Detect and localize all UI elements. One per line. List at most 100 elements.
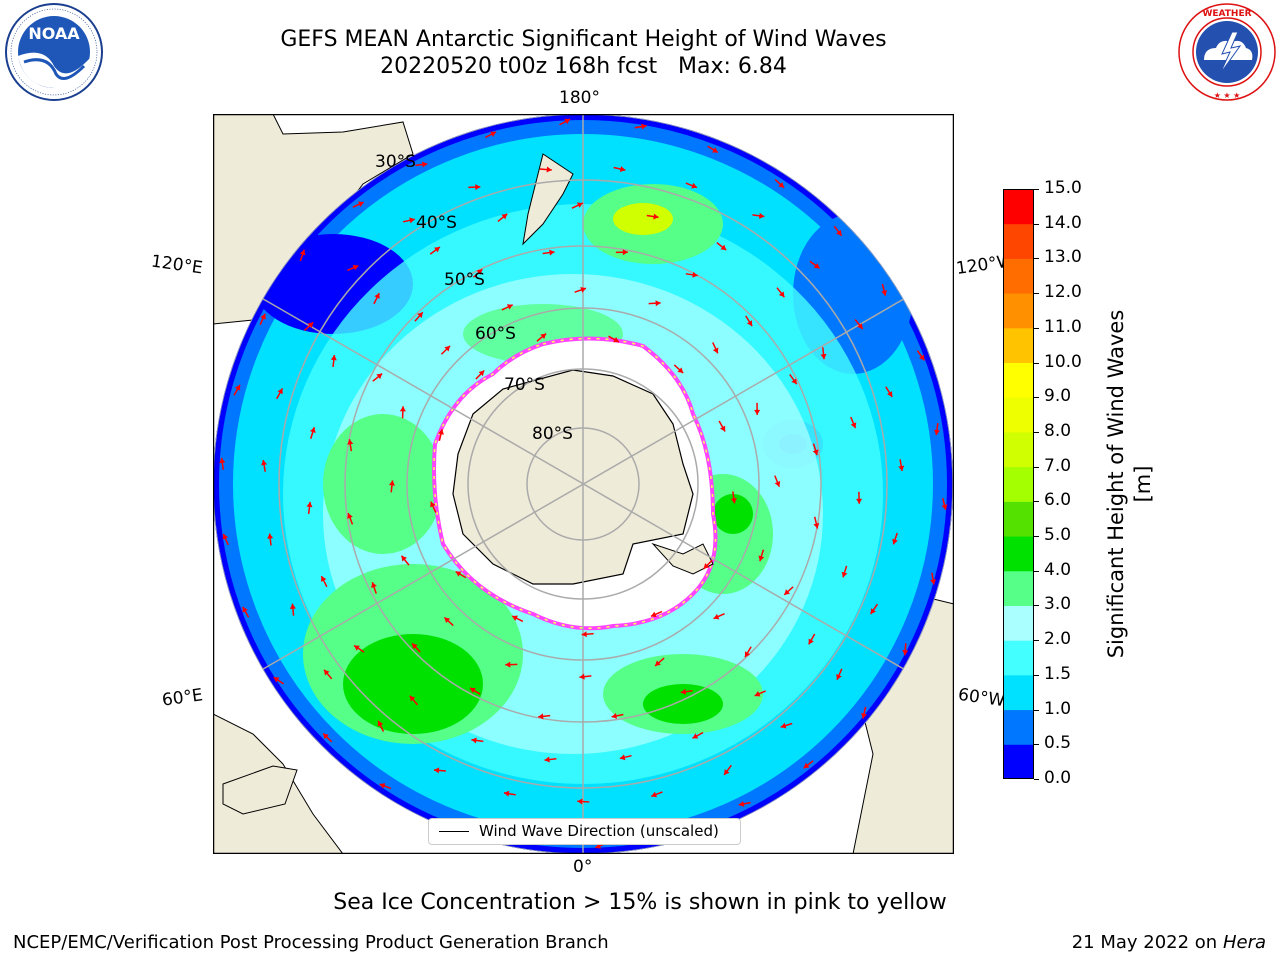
wave-direction-arrowhead: [273, 677, 280, 683]
colorbar-tick-mark: [1034, 362, 1039, 364]
colorbar-segment: [1003, 189, 1034, 225]
wave-direction-arrowhead: [655, 300, 661, 307]
wave-direction-arrowhead: [219, 457, 226, 464]
wave-direction-arrowhead: [680, 688, 687, 695]
colorbar-tick-label: 12.0: [1044, 282, 1082, 303]
lon-label-60e: 60°E: [160, 685, 205, 711]
wave-direction-arrowhead: [434, 247, 440, 253]
colorbar-tick-label: 11.0: [1044, 316, 1082, 337]
legend-label: Wind Wave Direction (unscaled): [479, 822, 719, 840]
wave-direction-arrowhead: [744, 651, 751, 658]
footer-branch: NCEP/EMC/Verification Post Processing Pr…: [13, 932, 609, 953]
colorbar-segment: [1003, 536, 1034, 572]
colorbar-tick-mark: [1034, 189, 1039, 190]
wave-direction-arrowhead: [758, 212, 765, 219]
colorbar-tick-label: 10.0: [1044, 351, 1082, 372]
colorbar-tick-mark: [1034, 709, 1039, 711]
wave-direction-arrowhead: [330, 355, 337, 361]
wave-direction-arrowhead: [611, 712, 618, 719]
wave-direction-arrowhead: [277, 388, 283, 395]
colorbar-tick-mark: [1034, 605, 1039, 607]
colorbar-tick-label: 9.0: [1044, 386, 1072, 407]
wave-direction-arrowhead: [619, 166, 626, 172]
wave-direction-arrowhead: [371, 582, 377, 588]
wave-direction-arrowhead: [581, 631, 587, 638]
colorbar-tick-label: 13.0: [1044, 247, 1082, 268]
wave-direction-arrowhead: [841, 571, 848, 578]
wave-direction-arrowhead: [651, 791, 658, 798]
wave-direction-arrowhead: [261, 459, 268, 466]
colorbar-tick-mark: [1034, 744, 1039, 746]
colorbar-segment: [1003, 744, 1034, 779]
wave-direction-arrowhead: [540, 333, 547, 340]
wave-direction-arrowhead: [352, 264, 359, 271]
wave-direction-arrowhead: [321, 576, 327, 582]
colorbar-tick-label: 5.0: [1044, 525, 1072, 546]
colorbar-tick-mark: [1034, 397, 1039, 399]
wave-direction-arrowhead: [857, 323, 863, 329]
wave-direction-arrowhead: [861, 713, 867, 719]
svg-text:★ ★ ★: ★ ★ ★: [1214, 91, 1241, 100]
wave-direction-arrowhead: [720, 244, 727, 251]
wave-direction-arrowhead: [469, 687, 476, 694]
colorbar-segment: [1003, 397, 1034, 433]
wave-direction-arrowhead: [812, 449, 819, 456]
wave-direction-arrowhead: [476, 269, 483, 275]
wave-direction-arrowhead: [836, 674, 842, 680]
colorbar-tick-label: 8.0: [1044, 420, 1072, 441]
wave-direction-arrowhead: [306, 501, 313, 508]
colorbar-segment: [1003, 327, 1034, 364]
wave-direction-arrowhead: [267, 533, 274, 539]
wave-direction-arrowhead: [433, 767, 440, 774]
wave-direction-arrowhead: [490, 131, 496, 137]
chart-title: GEFS MEAN Antarctic Significant Height o…: [280, 27, 887, 52]
colorbar-tick-label: 7.0: [1044, 455, 1072, 476]
colorbar-tick-mark: [1034, 570, 1039, 572]
wave-direction-arrowhead: [930, 579, 937, 585]
colorbar-tick-label: 1.0: [1044, 698, 1072, 719]
wave-direction-arrowhead: [512, 615, 518, 621]
colorbar-segment: [1003, 674, 1034, 711]
colorbar-segment: [1003, 223, 1034, 259]
wave-direction-arrowhead: [653, 213, 659, 220]
colorbar-tick-mark: [1034, 501, 1039, 503]
legend-line-swatch: [439, 831, 469, 832]
wave-direction-arrowhead: [677, 367, 684, 374]
svg-text:NOAA: NOAA: [28, 24, 80, 43]
wind-wave-arrows: [219, 118, 948, 849]
wave-direction-arrowhead: [475, 184, 481, 191]
noaa-logo: NOAA: [5, 3, 103, 101]
footer-host: Hera: [1222, 932, 1266, 953]
wave-direction-arrowhead: [803, 762, 810, 769]
lat-label-40s: 40°S: [416, 213, 457, 233]
colorbar-segment: [1003, 605, 1034, 641]
wave-direction-arrowhead: [808, 638, 814, 645]
colorbar-tick-label: 0.0: [1044, 768, 1072, 788]
wave-direction-arrowhead: [887, 391, 893, 397]
wave-direction-arrowhead: [641, 123, 647, 130]
wave-direction-arrowhead: [501, 213, 508, 220]
wave-direction-arrowhead: [622, 249, 628, 256]
lat-label-30s: 30°S: [375, 152, 416, 172]
wave-height-field: [213, 114, 953, 854]
wave-direction-arrowhead: [919, 354, 925, 361]
wave-direction-arrowhead: [738, 800, 745, 807]
wave-direction-arrowhead: [746, 320, 753, 327]
wave-direction-arrowhead: [780, 722, 787, 729]
wave-direction-arrowhead: [299, 249, 306, 256]
wave-direction-arrowhead: [613, 336, 619, 343]
wave-direction-arrowhead: [576, 202, 583, 208]
wave-direction-arrowhead: [577, 798, 583, 805]
colorbar-segment: [1003, 293, 1034, 329]
colorbar-tick-mark: [1034, 674, 1039, 676]
colorbar-tick-mark: [1034, 431, 1039, 433]
wave-direction-arrowhead: [430, 501, 436, 508]
wave-direction-arrowhead: [778, 291, 785, 298]
wave-direction-arrowhead: [564, 118, 571, 125]
colorbar-tick-mark: [1034, 640, 1039, 642]
wave-direction-arrowhead: [412, 643, 418, 650]
wave-direction-arrowhead: [813, 522, 820, 529]
svg-text:WEATHER: WEATHER: [1202, 9, 1251, 19]
colorbar-tick-mark: [1034, 258, 1039, 260]
colorbar-tick-label: 2.0: [1044, 629, 1072, 650]
